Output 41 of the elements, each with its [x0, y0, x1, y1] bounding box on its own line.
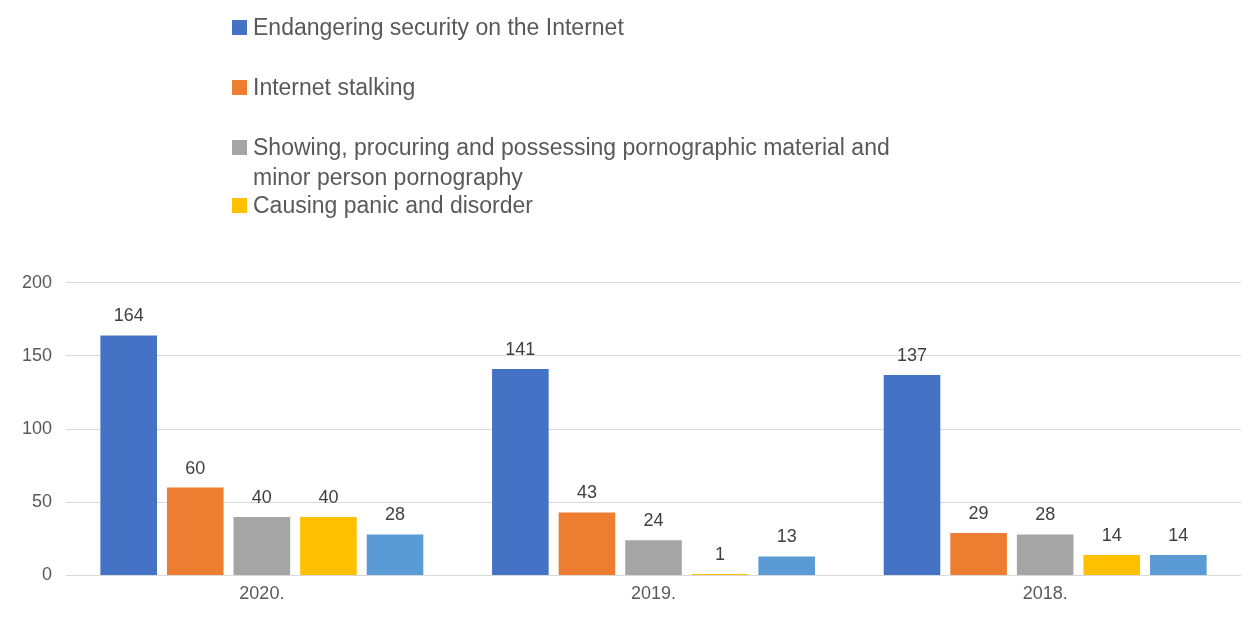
bar [950, 532, 1007, 575]
data-label: 29 [968, 502, 989, 523]
bar [166, 487, 224, 575]
bar [1083, 554, 1141, 575]
data-label: 60 [185, 457, 206, 478]
data-label: 40 [318, 486, 339, 507]
y-tick-label: 150 [21, 344, 53, 365]
legend-label: Endangering security on the Internet [253, 13, 624, 42]
bar [1016, 534, 1074, 575]
data-label: 13 [776, 526, 797, 547]
x-tick-label: 2020. [239, 583, 285, 604]
data-label: 137 [896, 344, 928, 365]
y-tick-label: 0 [42, 564, 53, 585]
data-label: 28 [385, 504, 406, 525]
data-label: 28 [1035, 504, 1056, 525]
x-tick-label: 2018. [1022, 583, 1068, 604]
y-tick-label: 100 [21, 418, 53, 439]
legend-label: Showing, procuring and possessing pornographic material and minor person pornography [253, 133, 891, 192]
bar [233, 516, 291, 575]
bar [558, 512, 616, 575]
data-label: 24 [643, 510, 664, 531]
data-label: 43 [576, 482, 597, 503]
data-label: 141 [505, 339, 536, 360]
bar [366, 534, 424, 575]
bar [883, 374, 941, 575]
data-label: 14 [1101, 524, 1122, 545]
legend-label: Internet stalking [253, 73, 416, 102]
bar [100, 335, 157, 575]
y-tick-label: 200 [21, 271, 53, 292]
data-label: 164 [113, 305, 144, 326]
bar [492, 369, 549, 575]
x-tick-label: 2019. [630, 583, 677, 604]
bar [300, 516, 357, 575]
bar [1150, 554, 1207, 575]
data-label: 1 [715, 543, 726, 564]
legend-label: Causing panic and disorder [253, 191, 534, 220]
y-tick-label: 50 [32, 491, 53, 512]
bar [758, 556, 815, 575]
bar [625, 540, 682, 575]
data-label: 14 [1168, 524, 1189, 545]
data-label: 40 [251, 486, 272, 507]
